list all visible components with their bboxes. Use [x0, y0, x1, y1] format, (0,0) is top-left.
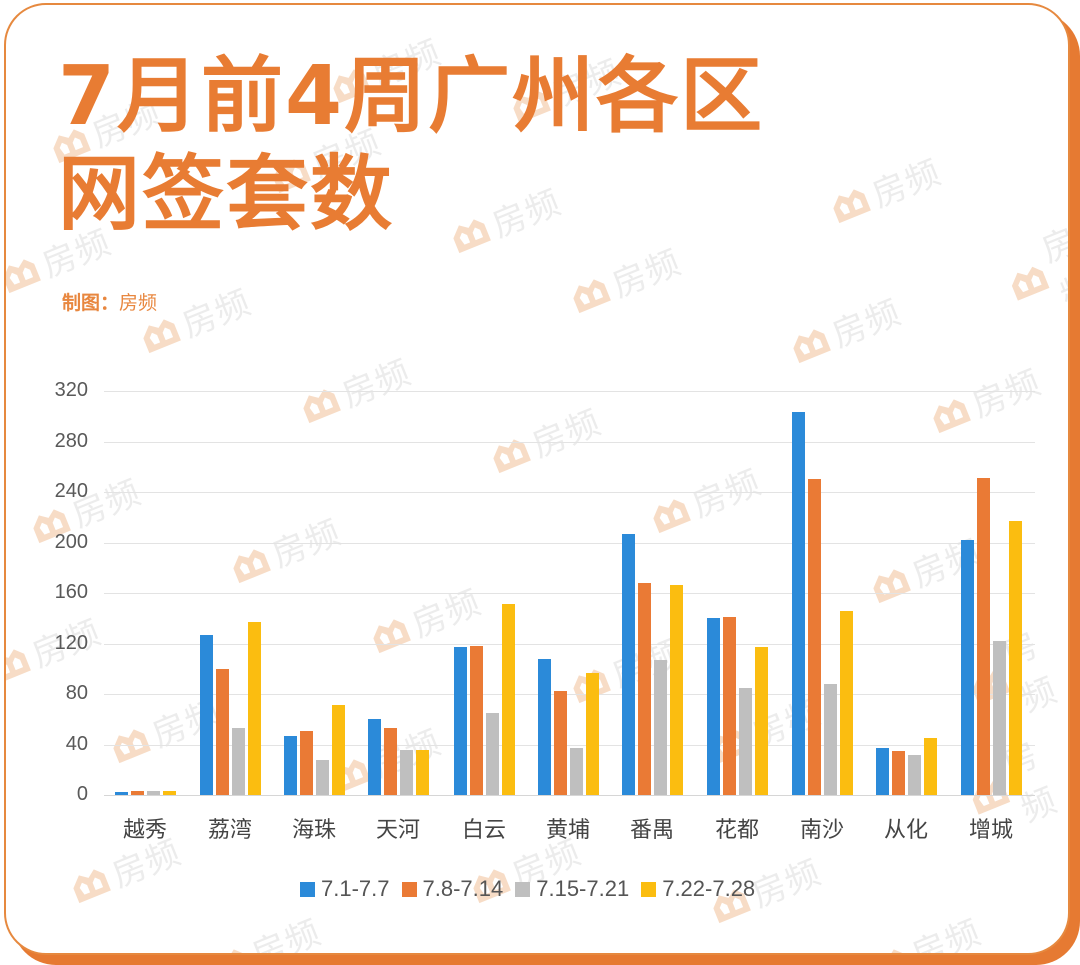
bar-花都-7.8-7.14: [723, 617, 736, 795]
bar-从化-7.15-7.21: [908, 755, 921, 795]
y-axis-tick-label: 320: [54, 379, 88, 401]
bar-天河-7.1-7.7: [368, 719, 381, 795]
bar-越秀-7.22-7.28: [163, 791, 176, 795]
page-title: 7月前4周广州各区 网签套数: [58, 48, 764, 244]
x-axis-category-label: 越秀: [122, 818, 167, 843]
bar-荔湾-7.15-7.21: [232, 728, 245, 795]
legend-label: 7.1-7.7: [321, 876, 390, 901]
bar-天河-7.15-7.21: [400, 750, 413, 795]
gridline: [104, 644, 1035, 645]
bar-南沙-7.8-7.14: [808, 479, 821, 795]
bar-黄埔-7.15-7.21: [570, 748, 583, 795]
legend-item: 7.22-7.28: [641, 876, 755, 902]
x-axis-category-label: 荔湾: [207, 818, 252, 843]
y-axis-tick-label: 160: [54, 581, 88, 603]
x-axis-category-label: 海珠: [291, 818, 336, 843]
bar-白云-7.22-7.28: [502, 604, 515, 795]
gridline: [104, 543, 1035, 544]
x-axis-category-label: 黄埔: [545, 818, 590, 843]
bar-花都-7.22-7.28: [755, 647, 768, 795]
bar-增城-7.22-7.28: [1009, 521, 1022, 795]
bar-海珠-7.1-7.7: [284, 736, 297, 795]
x-axis-category-label: 从化: [883, 818, 928, 843]
y-axis-tick-label: 280: [54, 430, 88, 452]
bar-番禺-7.1-7.7: [622, 534, 635, 795]
legend-label: 7.8-7.14: [422, 876, 504, 901]
x-axis-category-label: 南沙: [799, 818, 844, 843]
credit-value: 房频: [119, 292, 158, 314]
gridline: [104, 442, 1035, 443]
gridline: [104, 593, 1035, 594]
bar-白云-7.15-7.21: [486, 713, 499, 795]
chart-credit: 制图：房频: [62, 288, 157, 315]
bar-越秀-7.15-7.21: [147, 791, 160, 795]
y-axis-tick-label: 40: [65, 733, 88, 755]
gridline: [104, 391, 1035, 392]
bar-从化-7.22-7.28: [924, 738, 937, 795]
legend-item: 7.8-7.14: [401, 876, 504, 902]
x-axis-category-label: 花都: [714, 818, 759, 843]
legend-item: 7.1-7.7: [300, 876, 390, 902]
legend-swatch-icon: [401, 881, 417, 897]
bar-增城-7.8-7.14: [977, 478, 990, 795]
bar-白云-7.1-7.7: [454, 647, 467, 795]
title-line-1: 7月前4周广州各区: [58, 49, 765, 144]
bar-越秀-7.8-7.14: [131, 791, 144, 795]
x-axis-category-label: 天河: [375, 818, 420, 843]
legend-label: 7.22-7.28: [662, 876, 756, 901]
bar-海珠-7.8-7.14: [300, 731, 313, 795]
bar-荔湾-7.22-7.28: [248, 622, 261, 795]
gridline: [104, 745, 1035, 746]
bar-黄埔-7.8-7.14: [554, 691, 567, 795]
bar-从化-7.1-7.7: [876, 748, 889, 795]
bar-南沙-7.22-7.28: [840, 611, 853, 795]
bar-天河-7.22-7.28: [416, 750, 429, 795]
bar-荔湾-7.8-7.14: [216, 669, 229, 795]
bar-从化-7.8-7.14: [892, 751, 905, 795]
credit-label: 制图：: [62, 292, 120, 314]
legend-swatch-icon: [515, 881, 531, 897]
x-axis-category-label: 番禺: [629, 818, 674, 843]
legend-swatch-icon: [641, 881, 657, 897]
title-line-2: 网签套数: [58, 147, 395, 242]
legend-item: 7.15-7.21: [515, 876, 629, 902]
gridline: [104, 492, 1035, 493]
bar-荔湾-7.1-7.7: [200, 635, 213, 795]
bar-番禺-7.15-7.21: [654, 660, 667, 795]
bar-增城-7.1-7.7: [961, 540, 974, 795]
y-axis-tick-label: 0: [76, 783, 88, 805]
bar-黄埔-7.22-7.28: [586, 673, 599, 795]
legend-label: 7.15-7.21: [536, 876, 630, 901]
bar-越秀-7.1-7.7: [115, 792, 128, 795]
legend-swatch-icon: [300, 881, 315, 897]
bar-天河-7.8-7.14: [384, 728, 397, 795]
bar-花都-7.1-7.7: [707, 618, 720, 795]
bar-番禺-7.22-7.28: [670, 585, 683, 795]
bar-增城-7.15-7.21: [993, 641, 1006, 795]
y-axis-tick-label: 200: [54, 531, 88, 553]
y-axis-tick-label: 80: [65, 682, 88, 704]
bar-海珠-7.22-7.28: [332, 705, 345, 795]
gridline: [104, 694, 1035, 695]
bar-海珠-7.15-7.21: [316, 760, 329, 795]
bar-番禺-7.8-7.14: [638, 583, 651, 795]
bar-南沙-7.1-7.7: [792, 412, 805, 795]
y-axis-tick-label: 120: [54, 632, 88, 654]
chart-legend: 7.1-7.7 7.8-7.14 7.15-7.21 7.22-7.28: [300, 876, 767, 902]
bar-花都-7.15-7.21: [739, 688, 752, 795]
x-axis-category-label: 增城: [968, 818, 1013, 843]
bar-白云-7.8-7.14: [470, 646, 483, 795]
bar-南沙-7.15-7.21: [824, 684, 837, 795]
bar-黄埔-7.1-7.7: [538, 659, 551, 795]
x-axis-category-label: 白云: [461, 818, 506, 843]
y-axis-tick-label: 240: [54, 480, 88, 502]
gridline: [104, 795, 1035, 796]
